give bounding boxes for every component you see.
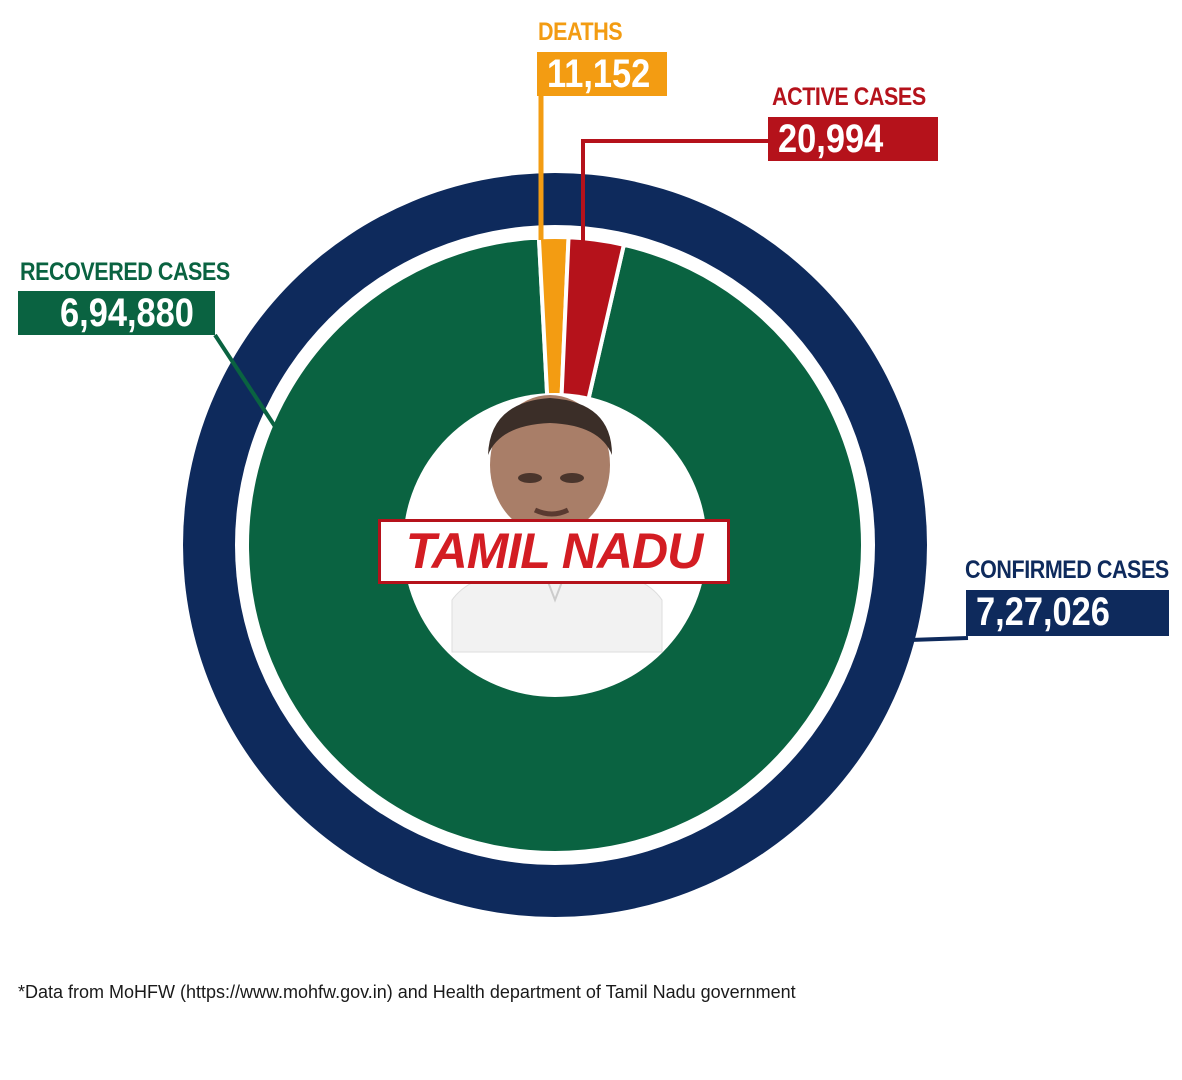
footnote: *Data from MoHFW (https://www.mohfw.gov.… [18,982,796,1002]
slice-value-deaths: 11,152 [537,52,667,96]
confirmed-leader-line [909,636,969,642]
slice-label-active: ACTIVE CASES [772,83,926,111]
recovered-leader-line [213,333,278,430]
outer-value-confirmed: 7,27,026 [966,590,1169,636]
center-title: TAMIL NADU [378,519,730,584]
slice-value-recovered: 6,94,880 [18,291,215,335]
slice-label-recovered: RECOVERED CASES [20,258,230,286]
active-leader-line [581,139,769,243]
person-portrait-icon [451,395,663,653]
outer-label-confirmed: CONFIRMED CASES [965,556,1169,584]
slice-value-active: 20,994 [768,117,938,161]
slice-label-deaths: DEATHS [538,18,623,46]
